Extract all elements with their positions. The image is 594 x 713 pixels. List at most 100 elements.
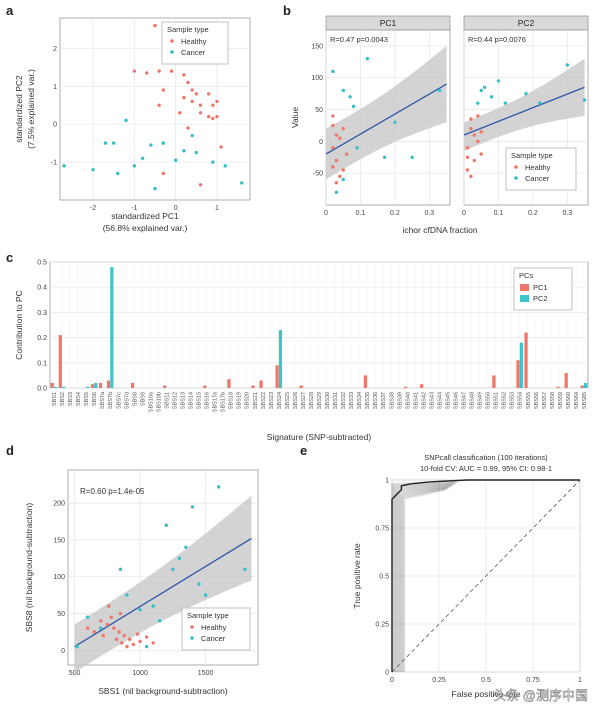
b-facet-strip	[463, 15, 589, 31]
b-point-cancer	[479, 88, 483, 93]
e-y-tick-label: 0.5	[379, 574, 389, 581]
b-pc1-y-tick-label: 100	[311, 75, 323, 82]
e-x-tick-label: 0.75	[526, 677, 540, 684]
d-point-cancer	[125, 593, 129, 597]
b-point-cancer	[365, 56, 370, 61]
c-x-tick-label: SBS7b	[108, 392, 114, 409]
b-point-healthy	[331, 146, 335, 150]
b-pc1-y-tick-label: -50	[313, 171, 323, 178]
d-legend-label: Healthy	[201, 623, 227, 632]
c-x-tick-label: SBS37	[381, 392, 387, 409]
d-y-axis-label: SBS8 (nil background-subtraction)	[24, 503, 34, 633]
d-confidence-band	[74, 495, 252, 673]
b-legend-title: Sample type	[511, 151, 553, 160]
b-point-cancer	[476, 101, 480, 105]
a-point-cancer	[149, 143, 153, 147]
d-legend-box	[181, 607, 251, 651]
e-diagonal-reference-line	[391, 479, 581, 673]
c-y-axis-label: Contribution to PC	[14, 290, 24, 359]
c-y-tick-label: 0.3	[37, 310, 47, 317]
b-point-healthy	[341, 168, 345, 172]
c-x-tick-label: SBS26	[293, 392, 299, 409]
b-pc2-confidence-band	[464, 58, 585, 151]
b-point-healthy	[331, 123, 335, 128]
a-y-tick-label: 2	[53, 46, 57, 53]
b-point-cancer	[524, 91, 528, 96]
b-point-healthy	[469, 117, 473, 121]
b-point-healthy	[476, 139, 480, 144]
d-point-healthy	[135, 632, 140, 636]
e-y-tick-label: 0.75	[375, 526, 389, 533]
c-bar-pc1	[363, 375, 368, 388]
a-point-cancer	[62, 164, 66, 168]
a-point-healthy	[206, 114, 211, 119]
a-point-cancer	[132, 164, 137, 168]
c-bar-pc2	[62, 386, 66, 388]
b-point-healthy	[479, 152, 483, 156]
a-legend-key	[170, 39, 174, 43]
c-legend-key	[520, 295, 529, 302]
a-point-healthy	[219, 145, 223, 149]
c-bar-pc1	[251, 385, 255, 388]
c-x-tick-label: SBS43	[429, 392, 435, 409]
c-y-tick-label: 0.1	[37, 360, 47, 367]
a-point-cancer	[182, 149, 186, 153]
a-y-axis-label: standardized PC2	[14, 75, 24, 143]
c-x-tick-label: SBS53	[510, 392, 516, 409]
d-point-healthy	[151, 641, 155, 645]
e-title: SNPcall classification (100 iterations)	[424, 453, 548, 462]
c-x-tick-label: SBS55	[526, 392, 532, 409]
a-point-healthy	[198, 183, 203, 187]
d-point-healthy	[131, 642, 136, 647]
b-point-healthy	[472, 133, 477, 137]
b-point-cancer	[582, 98, 587, 102]
b-pc2-x-tick-label: 0	[462, 210, 466, 217]
e-roc-iteration-shading	[399, 485, 450, 672]
a-point-healthy	[211, 116, 215, 121]
c-bar-pc1	[58, 335, 62, 388]
d-point-cancer	[171, 567, 175, 572]
c-x-tick-label: SBS11	[164, 392, 170, 409]
b-point-cancer	[355, 146, 359, 150]
b-legend-key	[514, 165, 518, 169]
b-correlation-annotation: R=0.44 p=0.0076	[468, 35, 526, 44]
d-y-tick-label: 200	[53, 501, 65, 508]
c-bar-pc1	[524, 332, 528, 388]
c-x-tick-label: SBS85	[582, 392, 588, 409]
e-y-tick-label: 1	[385, 478, 389, 485]
a-point-healthy	[215, 114, 219, 119]
b-point-healthy	[479, 130, 483, 134]
c-x-tick-label: SBS60	[566, 392, 572, 409]
a-point-healthy	[198, 103, 203, 107]
e-roc-curve	[391, 479, 580, 672]
e-roc-iteration-shading	[393, 482, 456, 672]
e-title: 10-fold CV: AUC = 0.99, 95% CI: 0.98-1	[420, 464, 552, 473]
a-point-cancer	[116, 171, 120, 176]
b-legend-box	[505, 147, 577, 191]
b-point-cancer	[410, 155, 414, 159]
b-pc1-confidence-band	[326, 45, 447, 180]
d-point-healthy	[112, 626, 116, 630]
d-point-healthy	[101, 633, 106, 638]
watermark: 头条 @测序中国	[493, 688, 588, 703]
b-point-healthy	[469, 174, 473, 179]
b-point-cancer	[348, 95, 352, 99]
b-point-healthy	[465, 168, 470, 172]
b-point-cancer	[482, 85, 487, 89]
d-point-healthy	[99, 619, 103, 623]
c-x-tick-label: SBS58	[550, 392, 556, 409]
a-point-cancer	[194, 150, 199, 155]
b-point-healthy	[334, 181, 339, 185]
c-x-tick-label: SBS13	[180, 392, 186, 409]
a-x-axis-label: standardized PC1	[111, 211, 179, 221]
b-point-healthy	[334, 158, 339, 163]
a-point-healthy	[211, 103, 215, 107]
d-point-cancer	[184, 545, 188, 549]
c-x-tick-label: SBS57	[542, 392, 548, 409]
c-x-tick-label: SBS35	[365, 392, 371, 409]
b-facet-strip	[325, 15, 451, 31]
b-point-cancer	[393, 120, 397, 124]
d-point-cancer	[164, 523, 168, 527]
d-point-healthy	[138, 639, 142, 644]
a-x-axis-label: (56.8% explained var.)	[103, 223, 188, 233]
